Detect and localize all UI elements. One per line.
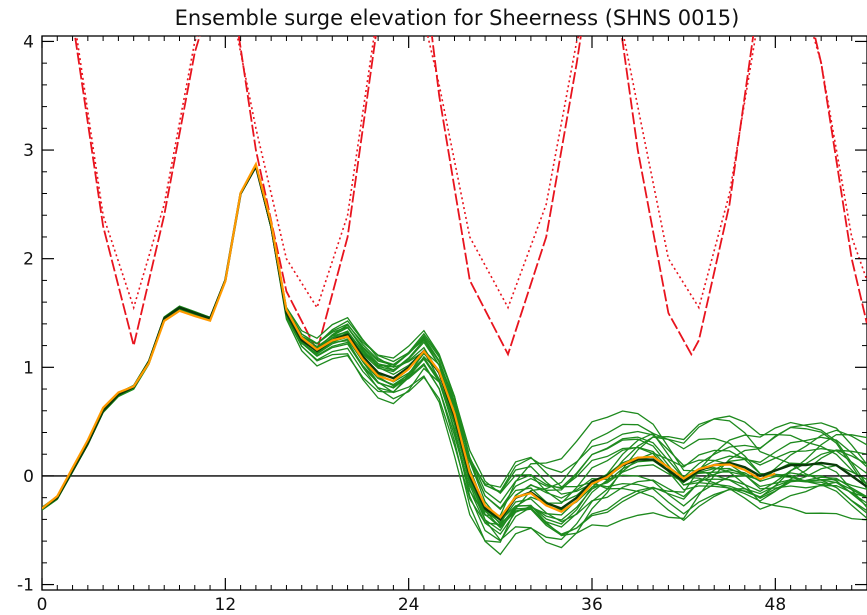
ensemble-member-line — [42, 164, 867, 537]
threshold-line-dashed — [74, 36, 867, 357]
y-tick-label: 3 — [23, 141, 34, 161]
ensemble-member-line — [42, 165, 867, 537]
ensemble-member-line — [42, 164, 867, 543]
ensemble-member-line — [42, 164, 867, 517]
x-tick-label: 12 — [215, 595, 237, 615]
ensemble-members — [42, 161, 867, 556]
ensemble-member-line — [42, 165, 867, 515]
x-tick-label: 36 — [581, 595, 603, 615]
control-member-line — [42, 161, 776, 519]
y-tick-label: 2 — [23, 250, 34, 270]
plot-frame — [41, 35, 867, 591]
y-tick-label: 1 — [23, 358, 34, 378]
threshold-line-dotted — [75, 36, 867, 311]
chart-title: Ensemble surge elevation for Sheerness (… — [175, 6, 740, 30]
ensemble-mean-line — [42, 163, 867, 522]
x-tick-label: 24 — [398, 595, 420, 615]
y-tick-label: 4 — [23, 32, 34, 52]
y-tick-label: -1 — [17, 576, 34, 596]
ensemble-member-line — [42, 164, 867, 556]
ensemble-member-line — [42, 163, 867, 535]
x-tick-label: 0 — [37, 595, 48, 615]
threshold-curves — [74, 36, 867, 357]
ensemble-member-line — [42, 164, 867, 536]
y-tick-label: 0 — [23, 467, 34, 487]
x-tick-label: 48 — [765, 595, 787, 615]
ensemble-member-line — [42, 164, 867, 526]
